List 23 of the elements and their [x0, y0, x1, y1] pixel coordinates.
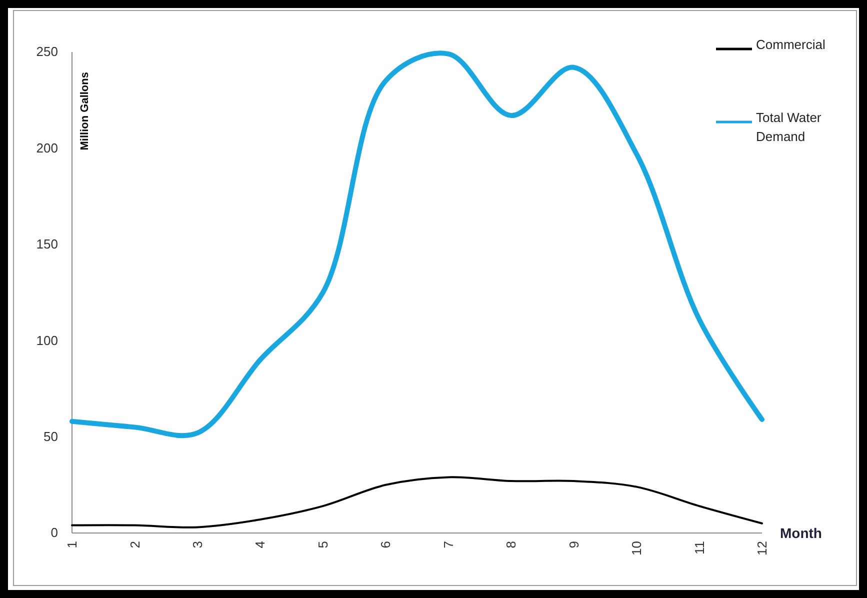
x-tick-label: 5: [315, 541, 330, 548]
y-tick-label: 200: [36, 140, 58, 156]
x-axis-title: Month: [780, 525, 822, 541]
y-axis-title: Million Gallons: [79, 72, 91, 150]
y-tick-label: 250: [36, 44, 58, 60]
y-tick-label: 100: [36, 332, 58, 348]
x-tick-label: 3: [190, 541, 206, 548]
x-tick-label: 8: [504, 541, 519, 548]
x-tick-label: 6: [378, 541, 394, 548]
legend-label: Commercial: [756, 37, 826, 52]
x-tick-label: 11: [692, 541, 707, 554]
legend-label: Total Water Demand: [756, 110, 822, 144]
x-tick-label: 9: [566, 541, 582, 548]
x-tick-label: 2: [127, 541, 142, 548]
x-tick-label: 1: [64, 541, 80, 548]
y-tick-label: 0: [50, 525, 58, 540]
y-tick-label: 50: [44, 428, 58, 444]
x-tick-label: 7: [440, 541, 456, 548]
x-tick-label: 4: [252, 541, 268, 548]
y-tick-label: 150: [36, 236, 58, 252]
x-tick-label: 10: [629, 541, 644, 556]
x-tick-label: 12: [754, 541, 770, 556]
line-series: [71, 476, 763, 528]
